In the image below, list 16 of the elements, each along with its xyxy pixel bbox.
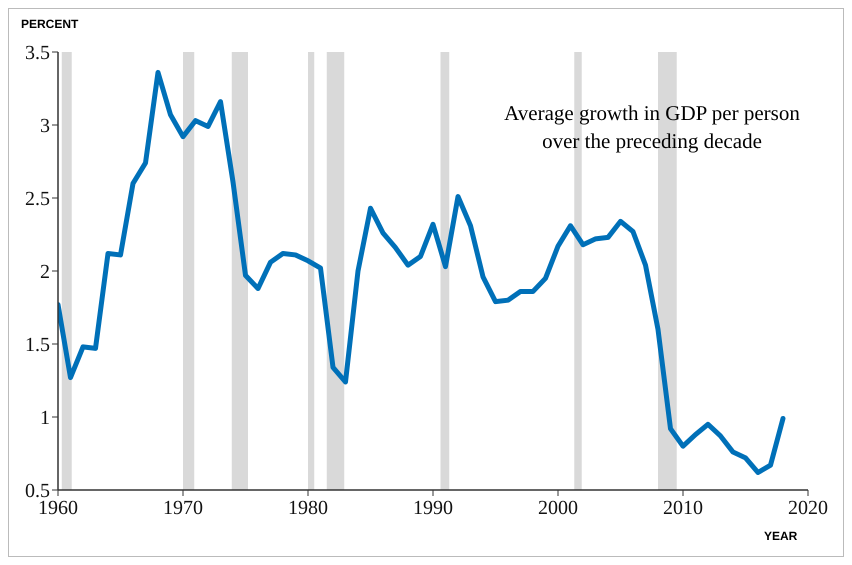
x-tick-label: 1990 <box>413 497 453 520</box>
x-tick-label: 2010 <box>663 497 703 520</box>
y-tick-label: 1 <box>40 407 50 430</box>
y-tick-label: 3.5 <box>25 42 50 64</box>
x-tick-label: 2020 <box>788 497 828 520</box>
x-axis-title: YEAR <box>764 529 798 543</box>
x-tick-label: 1960 <box>38 497 78 520</box>
annotation: Average growth in GDP per person over the preceding decade <box>503 100 801 155</box>
x-tick-label: 2000 <box>538 497 578 520</box>
y-tick-label: 1.5 <box>25 334 50 356</box>
x-tick-label: 1980 <box>288 497 328 520</box>
y-axis-title: PERCENT <box>21 17 78 31</box>
y-tick-label: 2 <box>40 261 50 284</box>
y-tick-label: 3 <box>40 115 50 138</box>
y-tick-label: 2.5 <box>25 188 50 210</box>
x-tick-label: 1970 <box>163 497 203 520</box>
